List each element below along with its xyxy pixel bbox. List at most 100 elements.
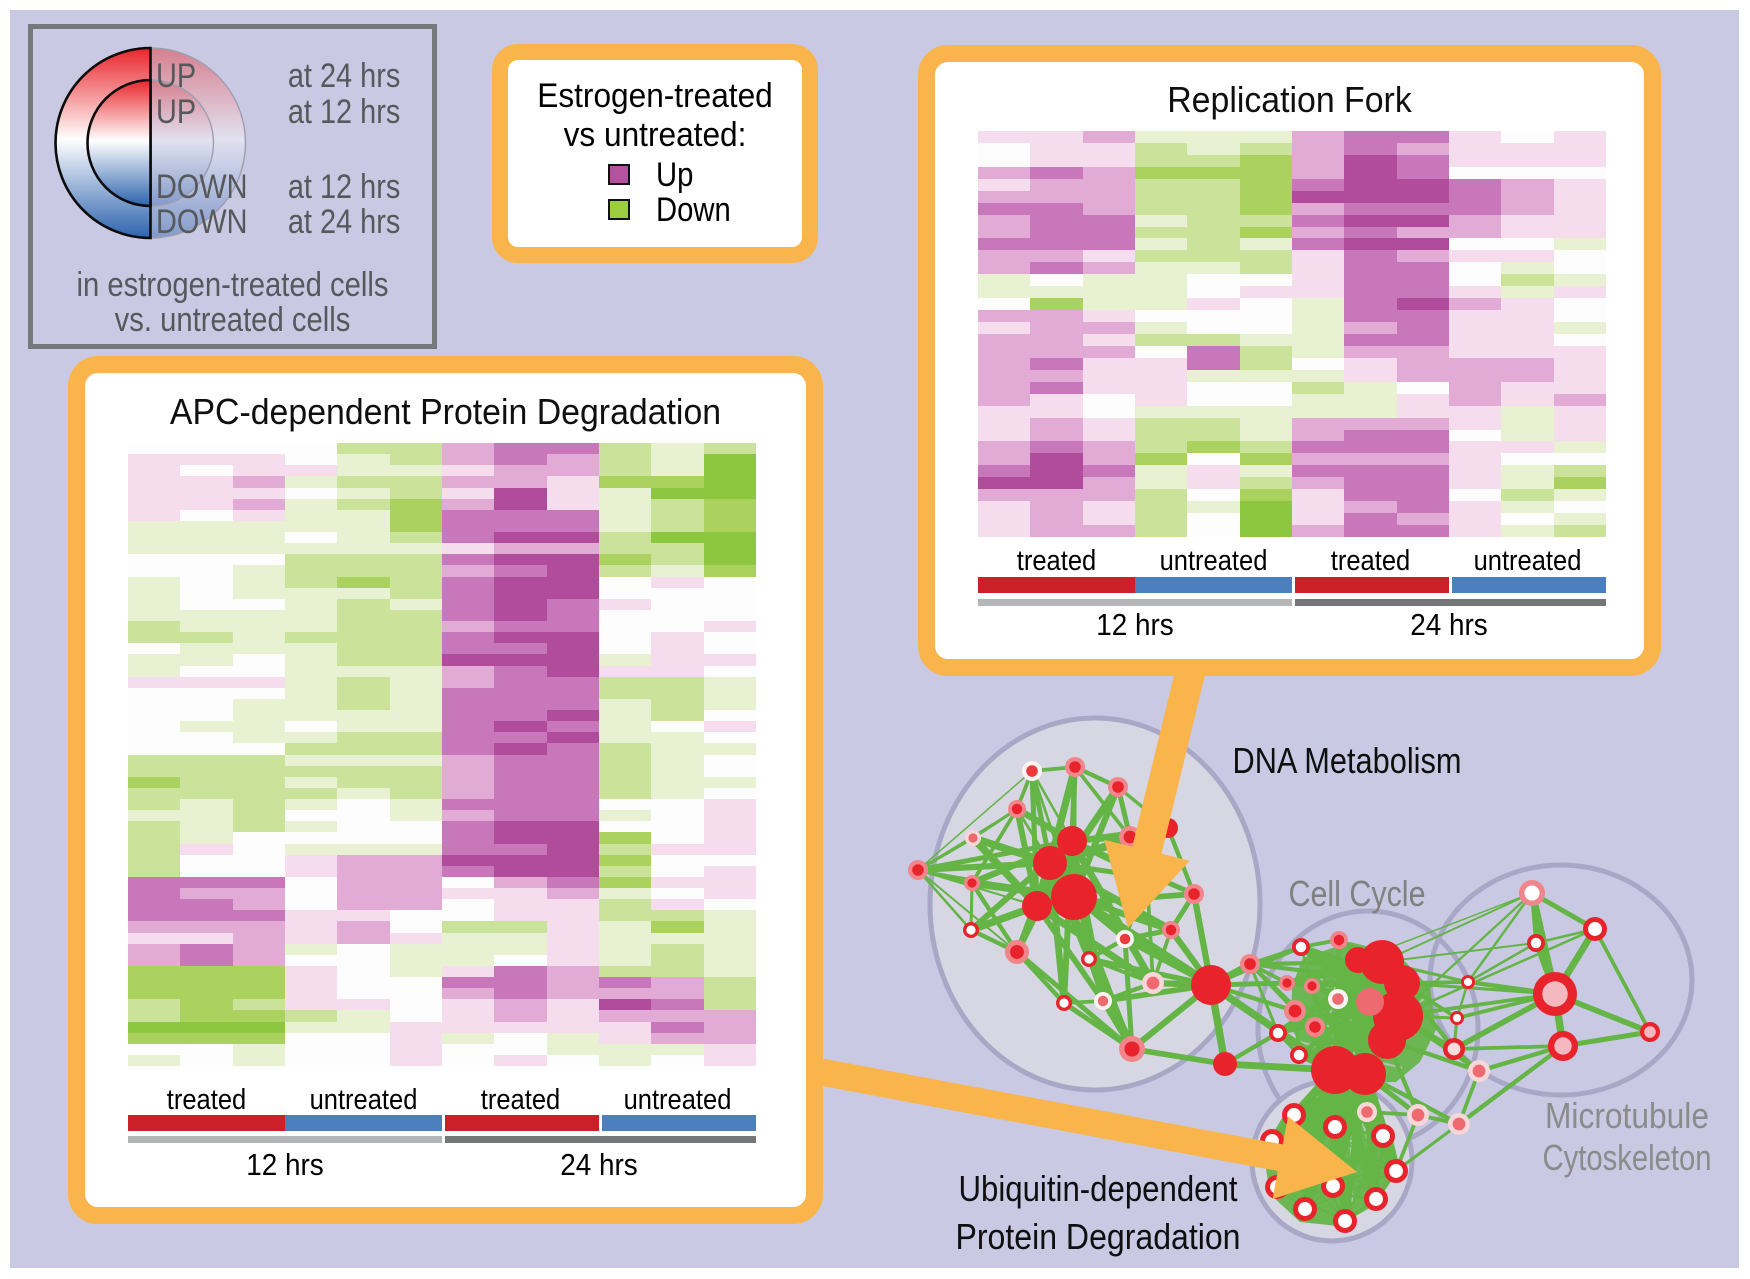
heatmap-cell xyxy=(337,587,390,599)
heatmap-cell xyxy=(337,1021,390,1033)
heatmap-cell xyxy=(598,710,652,722)
heatmap-cell xyxy=(1501,298,1554,311)
heatmap-cell xyxy=(284,532,338,544)
heatmap-cell xyxy=(284,1021,338,1033)
heatmap-cell xyxy=(128,443,181,455)
heatmap-cell xyxy=(389,632,442,644)
heatmap-cell xyxy=(180,476,233,488)
cluster-label-microtubule-cytoskeleton-line2: Cytoskeleton xyxy=(1543,1137,1712,1178)
heatmap-cell xyxy=(651,965,704,977)
network-edge xyxy=(1593,928,1652,1033)
heatmap-cell xyxy=(284,765,338,777)
heatmap-cell xyxy=(1396,477,1449,490)
heatmap-cell xyxy=(1396,489,1449,502)
heatmap-cell xyxy=(389,965,442,977)
heatmap-cell xyxy=(546,520,599,532)
condition-bar-1 xyxy=(1135,577,1292,593)
heatmap-cell xyxy=(546,732,599,744)
heatmap-cell xyxy=(1030,202,1083,215)
heatmap-cell xyxy=(441,888,495,900)
network-node-core-c1 xyxy=(1295,941,1307,953)
network-node-core-d21 xyxy=(1097,995,1109,1007)
heatmap-cell xyxy=(180,732,233,744)
heatmap-cell xyxy=(441,821,495,833)
heatmap-cell xyxy=(232,943,285,955)
heatmap-cell xyxy=(651,888,704,900)
heatmap-cell xyxy=(1187,429,1240,442)
condition-label-2: treated xyxy=(1330,545,1411,577)
arrow-apc-to-ubiquitin xyxy=(818,1058,1357,1199)
heatmap-cell xyxy=(598,977,652,989)
heatmap-cell xyxy=(1501,262,1554,275)
heatmap-cell xyxy=(389,854,442,866)
heatmap-cell xyxy=(128,977,181,989)
heatmap-cell xyxy=(1553,345,1606,358)
heatmap-cell xyxy=(1396,131,1449,143)
heatmap-cell xyxy=(441,710,495,722)
network-node-core-c5 xyxy=(1332,993,1344,1005)
network-edge xyxy=(917,869,1018,953)
heatmap-cell xyxy=(651,632,704,644)
heatmap-cell xyxy=(441,454,495,466)
network-edge xyxy=(1304,1170,1397,1210)
heatmap-cell xyxy=(546,988,599,1000)
heatmap-cell xyxy=(1448,525,1502,537)
heatmap-cell xyxy=(494,632,547,644)
heatmap-cell xyxy=(978,142,1031,155)
heatmap-cell xyxy=(978,489,1031,502)
heatmap-cell xyxy=(1448,226,1502,239)
condition-bar-3 xyxy=(1452,577,1606,593)
heatmap-cell xyxy=(1187,333,1240,346)
heatmap-cell xyxy=(546,587,599,599)
heatmap-cell xyxy=(284,687,338,699)
heatmap-cell xyxy=(337,932,390,944)
heatmap-cell xyxy=(546,621,599,633)
heatmap-cell xyxy=(128,832,181,844)
heatmap-cell xyxy=(703,954,756,966)
heatmap-cell xyxy=(441,965,495,977)
heatmap-cell xyxy=(703,643,756,655)
heatmap-cell xyxy=(1291,381,1345,394)
network-node-core-d6 xyxy=(967,878,977,888)
network-node-core-d5 xyxy=(912,864,924,876)
heatmap-cell xyxy=(1448,202,1502,215)
heatmap-cell xyxy=(180,665,233,677)
heatmap-cell xyxy=(546,821,599,833)
network-node-core-m2 xyxy=(1530,937,1542,949)
heatmap-cell xyxy=(1030,154,1083,167)
heatmap-cell xyxy=(651,843,704,855)
updown-time-down24: at 24 hrs xyxy=(287,203,400,241)
heatmap-cell xyxy=(1187,525,1240,537)
heatmap-cell xyxy=(494,776,547,788)
network-edge xyxy=(1453,1044,1564,1051)
heatmap-cell xyxy=(1291,417,1345,430)
heatmap-cell xyxy=(180,543,233,555)
network-node-core-c23 xyxy=(1452,1117,1466,1131)
heatmap-cell xyxy=(1448,238,1502,251)
heatmap-cell xyxy=(389,665,442,677)
heatmap-cell xyxy=(1187,405,1240,418)
heatmap-cell xyxy=(1082,322,1135,334)
heatmap-cell xyxy=(598,443,652,455)
heatmap-cell xyxy=(546,932,599,944)
up-swatch-label: Up xyxy=(656,156,694,194)
heatmap-cell xyxy=(180,509,233,521)
heatmap-cell xyxy=(703,977,756,989)
heatmap-cell xyxy=(494,710,547,722)
heatmap-cell xyxy=(703,732,756,744)
heatmap-cell xyxy=(651,454,704,466)
heatmap-cell xyxy=(389,609,442,621)
network-node-core-c24 xyxy=(1361,1106,1373,1118)
heatmap-cell xyxy=(284,865,338,877)
heatmap-cell xyxy=(1448,214,1502,227)
heatmap-cell xyxy=(232,665,285,677)
heatmap-cell xyxy=(494,910,547,922)
heatmap-cell xyxy=(598,665,652,677)
heatmap-cell xyxy=(284,587,338,599)
heatmap-cell xyxy=(1030,381,1083,394)
heatmap-cell xyxy=(1239,477,1292,490)
heatmap-cell xyxy=(598,843,652,855)
heatmap-cell xyxy=(1448,357,1502,370)
heatmap-cell xyxy=(1187,286,1240,299)
heatmap-cell xyxy=(1448,429,1502,442)
